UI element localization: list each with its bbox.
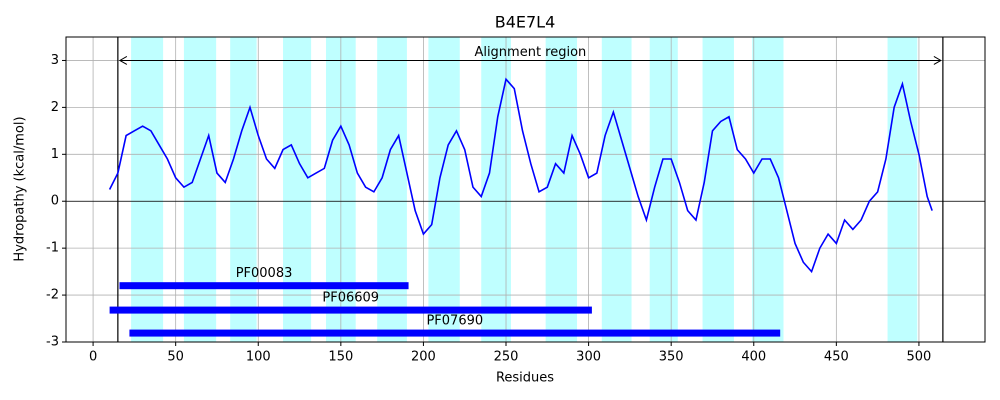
domain-label: PF06609 — [322, 291, 379, 306]
domain-bar — [119, 282, 409, 290]
shaded-region — [230, 37, 257, 342]
plot-frame — [65, 36, 986, 343]
x-tick-label: 300 — [576, 350, 601, 365]
x-axis-label: Residues — [496, 371, 554, 386]
domain-bar — [109, 306, 592, 314]
y-tick-label: 0 — [51, 194, 59, 209]
annotation-label: Alignment region — [474, 45, 586, 60]
x-tick-label: 100 — [246, 350, 271, 365]
shaded-region — [428, 37, 460, 342]
y-axis-label: Hydropathy (kcal/mol) — [13, 116, 28, 261]
shaded-region — [887, 37, 918, 342]
shaded-region — [183, 37, 217, 342]
shaded-region — [601, 37, 632, 342]
shaded-region — [131, 37, 164, 342]
x-tick-label: 0 — [89, 350, 97, 365]
shaded-region — [481, 37, 511, 342]
shaded-region — [545, 37, 578, 342]
x-tick-label: 350 — [659, 350, 684, 365]
domain-bar — [129, 329, 781, 337]
x-tick-label: 200 — [411, 350, 436, 365]
y-tick-label: 3 — [51, 53, 59, 68]
arrow-head — [933, 56, 942, 65]
hydropathy-line — [108, 77, 933, 274]
y-tick-label: 2 — [51, 100, 59, 115]
y-tick-label: -1 — [46, 241, 59, 256]
x-tick-label: 150 — [328, 350, 353, 365]
y-tick-label: 1 — [51, 147, 59, 162]
x-tick-label: 50 — [167, 350, 184, 365]
y-tick-label: -2 — [46, 288, 59, 303]
x-tick-label: 400 — [741, 350, 766, 365]
shaded-region — [752, 37, 784, 342]
y-tick-label: -3 — [46, 335, 59, 350]
x-tick-label: 500 — [907, 350, 932, 365]
x-tick-label: 250 — [494, 350, 519, 365]
arrow-head — [118, 56, 128, 65]
domain-label: PF00083 — [236, 266, 293, 281]
domain-label: PF07690 — [426, 314, 483, 329]
x-tick-label: 450 — [824, 350, 849, 365]
shaded-region — [702, 37, 734, 342]
shaded-region — [377, 37, 407, 342]
shaded-region — [283, 37, 312, 342]
chart-title: B4E7L4 — [495, 13, 556, 32]
